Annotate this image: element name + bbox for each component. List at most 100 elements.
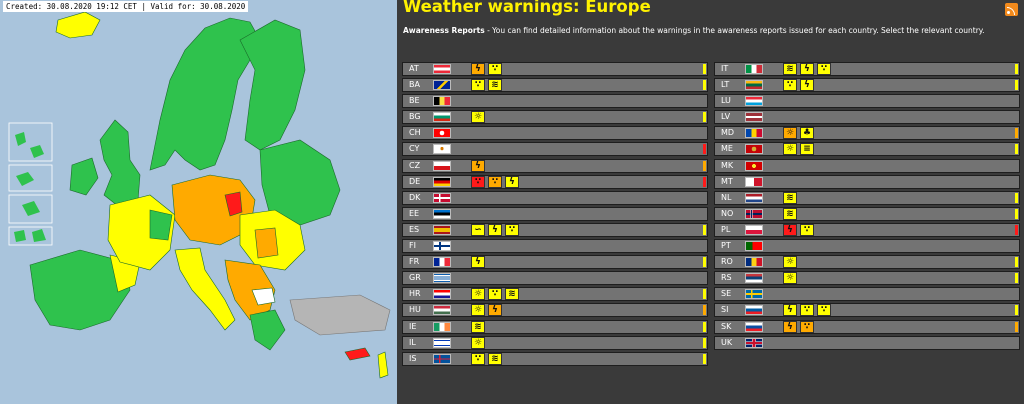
thunder-warning-icon[interactable]: ϟ bbox=[471, 63, 485, 75]
rain-warning-icon[interactable]: ∵ bbox=[817, 63, 831, 75]
country-row-it[interactable]: IT ≋ ϟ ∵ bbox=[714, 62, 1020, 76]
rain-warning-icon[interactable]: ∵ bbox=[800, 304, 814, 317]
country-code: DK bbox=[409, 192, 421, 202]
coast-warning-icon[interactable]: ∽ bbox=[471, 223, 485, 236]
rain-warning-icon[interactable]: ∵ bbox=[800, 223, 814, 236]
thunder-warning-icon[interactable]: ϟ bbox=[783, 223, 797, 236]
rss-icon[interactable] bbox=[1005, 3, 1018, 16]
country-row-ro[interactable]: RO ☼ bbox=[714, 255, 1020, 270]
country-row-ba[interactable]: BA ∵ ≋ bbox=[402, 78, 708, 93]
country-row-pt[interactable]: PT bbox=[714, 239, 1020, 254]
rain-warning-icon[interactable]: ∵ bbox=[783, 79, 797, 92]
country-code: SI bbox=[721, 305, 729, 315]
heat-warning-icon[interactable]: ☼ bbox=[783, 143, 797, 156]
flag-dk-icon bbox=[433, 192, 451, 203]
thunder-warning-icon[interactable]: ϟ bbox=[783, 304, 797, 317]
country-row-md[interactable]: MD ☼ ♣ bbox=[714, 126, 1020, 141]
country-row-is[interactable]: IS ∵ ≋ bbox=[402, 351, 708, 366]
heat-warning-icon[interactable]: ☼ bbox=[783, 256, 797, 269]
flag-ba-icon bbox=[433, 80, 451, 91]
country-row-se[interactable]: SE bbox=[714, 287, 1020, 302]
country-row-ee[interactable]: EE bbox=[402, 206, 708, 221]
warning-list: ≋ ϟ ∵ bbox=[783, 63, 831, 75]
wind-warning-icon[interactable]: ≋ bbox=[783, 207, 797, 220]
flag-pl-icon bbox=[745, 224, 763, 235]
rain-warning-icon[interactable]: ∵ bbox=[488, 175, 502, 188]
fog-warning-icon[interactable]: ≡ bbox=[800, 143, 814, 156]
country-row-at[interactable]: AT ϟ ∵ bbox=[402, 62, 708, 76]
country-row-nl[interactable]: NL ≋ bbox=[714, 190, 1020, 205]
country-row-dk[interactable]: DK bbox=[402, 190, 708, 205]
rain-warning-icon[interactable]: ∵ bbox=[505, 223, 519, 236]
thunder-warning-icon[interactable]: ϟ bbox=[471, 256, 485, 269]
country-row-il[interactable]: IL ☼ bbox=[402, 335, 708, 350]
flag-lu-icon bbox=[745, 96, 763, 107]
country-row-lu[interactable]: LU bbox=[714, 94, 1020, 109]
rain-warning-icon[interactable]: ∵ bbox=[488, 63, 502, 75]
country-code: LT bbox=[721, 80, 730, 90]
country-row-sk[interactable]: SK ϟ ∵ bbox=[714, 319, 1020, 334]
forest-warning-icon[interactable]: ♣ bbox=[800, 127, 814, 140]
awareness-panel: Weather warnings: Europe Awareness Repor… bbox=[397, 0, 1024, 404]
country-row-me[interactable]: ME ☼ ≡ bbox=[714, 142, 1020, 157]
rain-warning-icon[interactable]: ∵ bbox=[471, 79, 485, 92]
country-row-fi[interactable]: FI bbox=[402, 239, 708, 254]
thunder-warning-icon[interactable]: ϟ bbox=[505, 175, 519, 188]
wind-warning-icon[interactable]: ≋ bbox=[471, 320, 485, 333]
max-level-indicator bbox=[1015, 208, 1018, 219]
country-row-fr[interactable]: FR ϟ bbox=[402, 255, 708, 270]
country-list-left: AT ϟ ∵ BA ∵ ≋ BE BG ☼ CH CY CZ ϟ DE ∵ ∵ ϟ DK EE ES ∽ ϟ ∵ FI FR ϟ G… bbox=[402, 62, 708, 368]
thunder-warning-icon[interactable]: ϟ bbox=[800, 63, 814, 75]
country-row-de[interactable]: DE ∵ ∵ ϟ bbox=[402, 174, 708, 189]
wind-warning-icon[interactable]: ≋ bbox=[783, 63, 797, 75]
country-row-si[interactable]: SI ϟ ∵ ∵ bbox=[714, 303, 1020, 318]
warning-map[interactable]: Created: 30.08.2020 19:12 CET | Valid fo… bbox=[0, 0, 397, 404]
wind-warning-icon[interactable]: ≋ bbox=[488, 79, 502, 92]
country-row-gr[interactable]: GR bbox=[402, 271, 708, 286]
country-row-pl[interactable]: PL ϟ ∵ bbox=[714, 222, 1020, 237]
country-code: IT bbox=[721, 64, 729, 73]
rain-warning-icon[interactable]: ∵ bbox=[817, 304, 831, 317]
heat-warning-icon[interactable]: ☼ bbox=[471, 288, 485, 301]
country-row-hu[interactable]: HU ☼ ϟ bbox=[402, 303, 708, 318]
rain-warning-icon[interactable]: ∵ bbox=[488, 288, 502, 301]
wind-warning-icon[interactable]: ≋ bbox=[505, 288, 519, 301]
country-row-ie[interactable]: IE ≋ bbox=[402, 319, 708, 334]
max-level-indicator bbox=[703, 176, 706, 187]
rain-warning-icon[interactable]: ∵ bbox=[471, 175, 485, 188]
thunder-warning-icon[interactable]: ϟ bbox=[488, 304, 502, 317]
country-row-be[interactable]: BE bbox=[402, 94, 708, 109]
country-row-rs[interactable]: RS ☼ bbox=[714, 271, 1020, 286]
country-row-uk[interactable]: UK bbox=[714, 335, 1020, 350]
country-row-mk[interactable]: MK bbox=[714, 158, 1020, 173]
thunder-warning-icon[interactable]: ϟ bbox=[783, 320, 797, 333]
thunder-warning-icon[interactable]: ϟ bbox=[471, 159, 485, 172]
country-row-mt[interactable]: MT bbox=[714, 174, 1020, 189]
rain-warning-icon[interactable]: ∵ bbox=[800, 320, 814, 333]
wind-warning-icon[interactable]: ≋ bbox=[488, 352, 502, 365]
max-level-indicator bbox=[703, 224, 706, 235]
heat-warning-icon[interactable]: ☼ bbox=[783, 127, 797, 140]
thunder-warning-icon[interactable]: ϟ bbox=[800, 79, 814, 92]
country-row-lv[interactable]: LV bbox=[714, 110, 1020, 125]
country-row-lt[interactable]: LT ∵ ϟ bbox=[714, 78, 1020, 93]
max-level-indicator bbox=[1015, 144, 1018, 155]
flag-bg-icon bbox=[433, 112, 451, 123]
country-row-ch[interactable]: CH bbox=[402, 126, 708, 141]
country-code: IS bbox=[409, 353, 417, 363]
thunder-warning-icon[interactable]: ϟ bbox=[488, 223, 502, 236]
heat-warning-icon[interactable]: ☼ bbox=[471, 336, 485, 349]
country-code: BG bbox=[409, 112, 421, 122]
wind-warning-icon[interactable]: ≋ bbox=[783, 191, 797, 204]
heat-warning-icon[interactable]: ☼ bbox=[471, 304, 485, 317]
heat-warning-icon[interactable]: ☼ bbox=[783, 272, 797, 285]
country-row-cy[interactable]: CY bbox=[402, 142, 708, 157]
rain-warning-icon[interactable]: ∵ bbox=[471, 352, 485, 365]
flag-es-icon bbox=[433, 224, 451, 235]
country-row-bg[interactable]: BG ☼ bbox=[402, 110, 708, 125]
country-row-es[interactable]: ES ∽ ϟ ∵ bbox=[402, 222, 708, 237]
country-row-hr[interactable]: HR ☼ ∵ ≋ bbox=[402, 287, 708, 302]
country-row-cz[interactable]: CZ ϟ bbox=[402, 158, 708, 173]
heat-warning-icon[interactable]: ☼ bbox=[471, 111, 485, 124]
country-row-no[interactable]: NO ≋ bbox=[714, 206, 1020, 221]
